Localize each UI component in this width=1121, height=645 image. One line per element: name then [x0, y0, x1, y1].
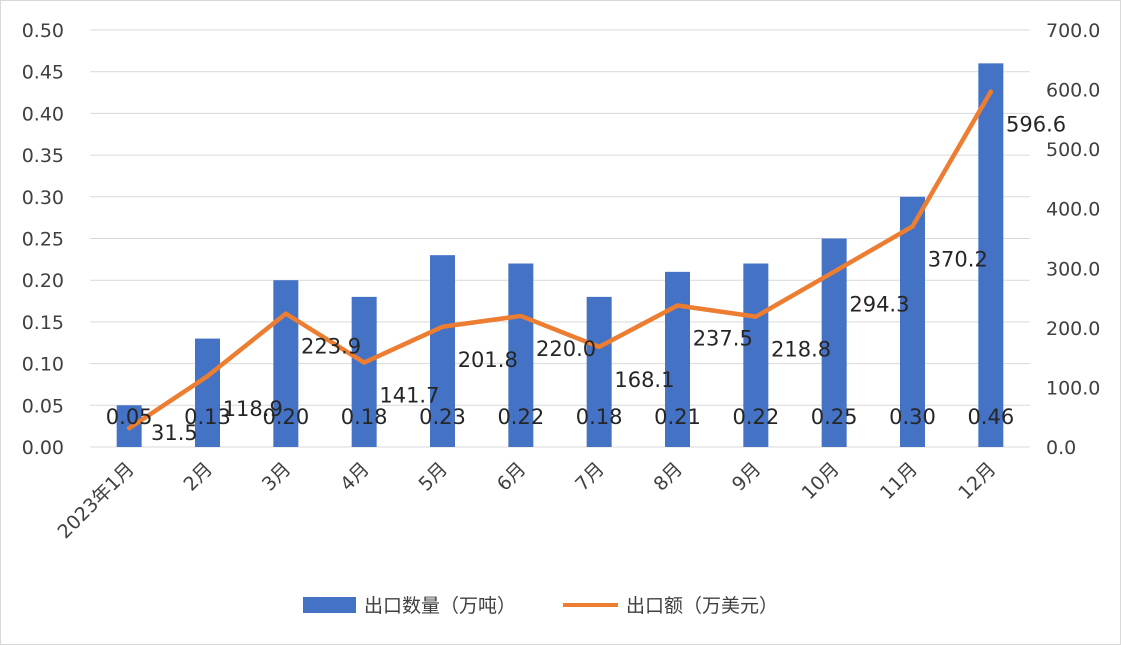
left-axis-tick-label: 0.05: [22, 395, 64, 417]
x-axis-tick-label: 10月: [798, 458, 844, 504]
left-axis-tick-label: 0.00: [22, 437, 64, 459]
bar: [978, 63, 1004, 448]
bar-data-label: 0.46: [967, 405, 1014, 429]
bar-data-label: 0.25: [811, 405, 858, 429]
line-data-label: 31.5: [151, 421, 198, 445]
line-series: [126, 89, 994, 431]
right-axis-tick-label: 400.0: [1046, 199, 1100, 221]
bar-data-label: 0.05: [106, 405, 153, 429]
bar: [351, 296, 377, 447]
line-point: [832, 269, 837, 274]
bar-series: [116, 63, 1004, 448]
legend-swatch-bar: [303, 597, 356, 613]
line-data-label: 141.7: [379, 384, 439, 408]
line-path: [126, 89, 994, 431]
bar-data-label: 0.18: [341, 405, 388, 429]
bar-data-label: 0.20: [262, 405, 309, 429]
bar-data-label: 0.13: [184, 405, 231, 429]
right-axis-tick-label: 300.0: [1046, 258, 1100, 280]
data-labels: 0.05 0.13 0.20 0.18 0.23 0.22 0.18 0.21 0.22 0.25…: [106, 113, 1066, 445]
bar: [508, 263, 534, 447]
left-axis-tick-label: 0.30: [22, 187, 64, 209]
line-point: [127, 426, 132, 431]
legend-label-bar: 出口数量（万吨）: [364, 595, 516, 617]
line-point: [440, 324, 445, 329]
legend-label-line: 出口额（万美元）: [626, 595, 778, 617]
bar: [586, 296, 612, 447]
line-point: [518, 313, 523, 318]
bar-data-label: 0.22: [497, 405, 544, 429]
line-point: [205, 374, 210, 379]
bar-data-label: 0.23: [419, 405, 466, 429]
bar: [900, 196, 925, 447]
x-axis-tick-label: 11月: [876, 458, 922, 504]
line-data-label: 168.1: [614, 368, 674, 392]
line-point: [675, 303, 680, 308]
bar: [273, 280, 299, 447]
bar-data-label: 0.30: [889, 405, 936, 429]
x-axis-tick-label: 2023年1月: [54, 458, 139, 543]
right-axis-tick-label: 100.0: [1046, 377, 1100, 399]
line-data-label: 118.9: [223, 397, 283, 421]
bar: [743, 263, 769, 447]
line-data-label: 220.0: [536, 337, 596, 361]
x-axis-tick-label: 8月: [649, 458, 687, 496]
left-axis-tick-label: 0.35: [22, 145, 64, 167]
left-axis-tick-label: 0.20: [22, 270, 64, 292]
bar: [195, 338, 220, 447]
x-axis-tick-label: 7月: [571, 458, 609, 496]
bar: [430, 255, 455, 447]
bar-data-label: 0.21: [654, 405, 701, 429]
line-data-label: 237.5: [693, 327, 753, 351]
left-axis-tick-label: 0.10: [22, 354, 64, 376]
right-axis-tick-label: 700.0: [1046, 20, 1100, 42]
line-data-label: 218.8: [771, 338, 831, 362]
line-data-label: 223.9: [301, 335, 361, 359]
left-axis-tick-label: 0.25: [22, 229, 64, 251]
x-axis-tick-label: 5月: [414, 458, 452, 496]
right-axis-tick-label: 0.0: [1046, 437, 1076, 459]
left-axis-ticks: 0.00 0.05 0.10 0.15 0.20 0.25 0.30 0.35 0.40 0.45…: [22, 20, 64, 459]
right-axis-tick-label: 500.0: [1046, 139, 1100, 161]
x-axis-tick-label: 12月: [954, 458, 1000, 504]
line-data-label: 596.6: [1006, 113, 1066, 137]
line-point: [988, 89, 993, 94]
line-point: [283, 311, 288, 316]
right-axis-tick-label: 200.0: [1046, 318, 1100, 340]
bar: [665, 271, 690, 447]
gridlines: [90, 29, 1030, 448]
line-data-label: 201.8: [458, 348, 518, 372]
x-axis-tick-label: 2月: [179, 458, 217, 496]
bar-data-label: 0.18: [576, 405, 623, 429]
x-axis-ticks: 2023年1月 2月 3月 4月 5月 6月 7月 8月 9月 10月 11月 12月: [54, 458, 1001, 543]
line-point: [597, 344, 602, 349]
line-point: [753, 314, 758, 319]
x-axis-tick-label: 6月: [493, 458, 531, 496]
x-axis-tick-label: 4月: [336, 458, 374, 496]
line-data-label: 370.2: [928, 247, 988, 271]
left-axis-tick-label: 0.45: [22, 62, 64, 84]
x-axis-tick-label: 9月: [728, 458, 766, 496]
right-axis-ticks: 0.0 100.0 200.0 300.0 400.0 500.0 600.0 700.0: [1046, 20, 1100, 459]
right-axis-tick-label: 600.0: [1046, 80, 1100, 102]
line-point: [362, 360, 367, 365]
left-axis-tick-label: 0.40: [22, 103, 64, 125]
bar-data-label: 0.22: [732, 405, 779, 429]
left-axis-tick-label: 0.15: [22, 312, 64, 334]
legend: 出口数量（万吨） 出口额（万美元）: [303, 595, 778, 617]
line-point: [910, 224, 915, 229]
left-axis-tick-label: 0.50: [22, 20, 64, 42]
x-axis-tick-label: 3月: [258, 458, 296, 496]
line-data-label: 294.3: [849, 293, 909, 317]
